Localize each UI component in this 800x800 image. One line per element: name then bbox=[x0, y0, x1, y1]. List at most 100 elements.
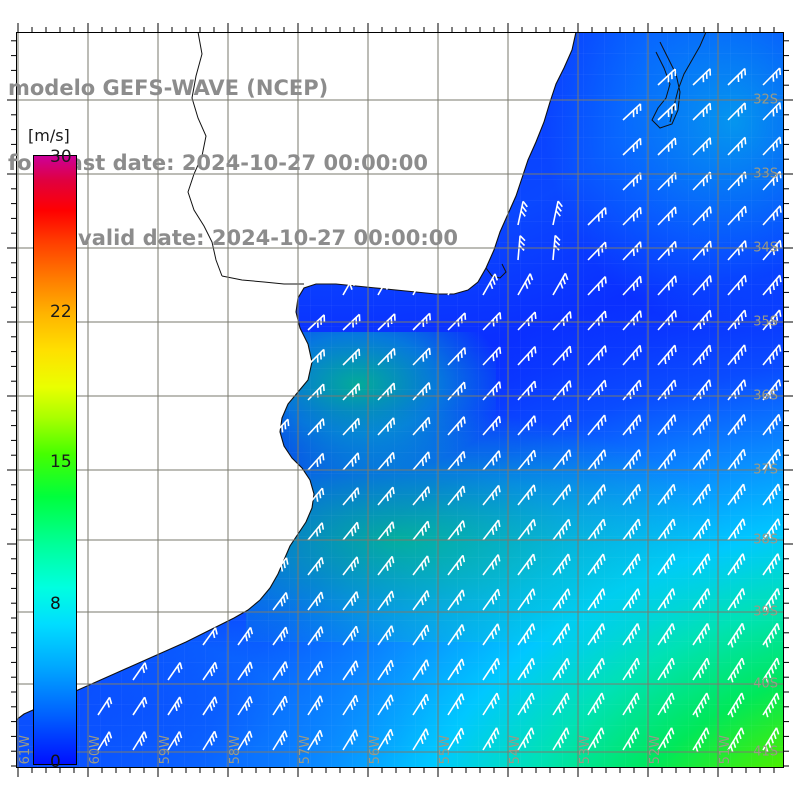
wind-barb-shaft bbox=[167, 662, 181, 681]
wind-barb-flag bbox=[458, 697, 462, 705]
wind-barb-flag bbox=[350, 529, 354, 537]
wind-barb-flag bbox=[735, 631, 740, 639]
wind-barb-flag bbox=[593, 566, 597, 574]
wind-barb-shaft bbox=[692, 483, 710, 506]
wind-barb-flag bbox=[601, 245, 604, 253]
lon-label-52w: 52W bbox=[648, 734, 663, 764]
wind-barb-shaft bbox=[307, 695, 322, 716]
wind-barb-shaft bbox=[447, 554, 464, 576]
wind-barb-flag bbox=[706, 588, 711, 596]
wind-barb-flag bbox=[385, 563, 389, 571]
wind-barb-flag bbox=[744, 275, 747, 283]
wind-barb-flag bbox=[700, 631, 705, 639]
wind-barb-flag bbox=[700, 666, 705, 674]
wind-barb-flag bbox=[393, 348, 396, 356]
wind-barb-flag bbox=[245, 599, 248, 607]
wind-barb-shaft bbox=[692, 274, 711, 296]
wind-barb-flag bbox=[593, 636, 597, 644]
wind-barb-flag bbox=[387, 663, 392, 672]
wind-barb-flag bbox=[493, 732, 497, 740]
wind-barb-shaft bbox=[587, 414, 606, 436]
wind-barb-shaft bbox=[202, 523, 218, 541]
wind-barb-flag bbox=[775, 209, 779, 217]
wind-barb-flag bbox=[494, 273, 499, 281]
wind-barb-flag bbox=[315, 599, 319, 607]
wind-barb-shaft bbox=[622, 727, 638, 751]
wind-barb-flag bbox=[180, 558, 183, 566]
wind-barb-flag bbox=[355, 660, 359, 668]
wind-barb-shaft bbox=[622, 103, 641, 121]
wind-barb-flag bbox=[596, 631, 600, 640]
wind-barb-shaft bbox=[412, 486, 429, 506]
wind-barb-flag bbox=[698, 356, 702, 365]
wind-barb-shaft bbox=[657, 657, 673, 681]
wind-barb-flag bbox=[742, 483, 746, 492]
wind-barb-flag bbox=[352, 629, 357, 637]
wind-barb-flag bbox=[460, 385, 463, 393]
wind-barb-flag bbox=[667, 179, 670, 187]
wind-barb-flag bbox=[178, 731, 183, 739]
wind-barb-shaft bbox=[692, 657, 708, 681]
wind-barb-flag bbox=[388, 274, 393, 282]
wind-barb-flag bbox=[390, 351, 393, 359]
wind-barb-flag bbox=[698, 601, 702, 609]
wind-barb-flag bbox=[287, 384, 290, 392]
wind-barb-flag bbox=[176, 734, 180, 743]
wind-barb-flag bbox=[733, 461, 737, 469]
wind-barb-flag bbox=[662, 671, 667, 679]
wind-barb-shaft bbox=[307, 452, 324, 471]
wind-barb-flag bbox=[740, 348, 744, 356]
wind-barb-flag bbox=[456, 458, 460, 466]
wind-barb-flag bbox=[351, 355, 354, 363]
wind-barb-flag bbox=[179, 627, 183, 635]
wind-barb-flag bbox=[386, 278, 391, 286]
wind-barb-shaft bbox=[762, 553, 779, 576]
wind-barb-flag bbox=[697, 740, 702, 748]
wind-barb-shaft bbox=[657, 379, 676, 401]
wind-barb-flag bbox=[698, 391, 702, 399]
wind-barb-flag bbox=[353, 595, 357, 603]
wind-barb-shaft bbox=[762, 413, 780, 436]
wind-barb-flag bbox=[705, 314, 709, 322]
wind-barb-flag bbox=[554, 234, 561, 241]
wind-barb-shaft bbox=[412, 416, 430, 436]
wind-barb-shaft bbox=[202, 592, 217, 611]
wind-barb-flag bbox=[458, 593, 462, 601]
wind-barb-flag bbox=[322, 384, 325, 392]
wind-barb-shaft bbox=[377, 521, 394, 541]
wind-barb-flag bbox=[740, 175, 744, 183]
wind-barb-shaft bbox=[342, 556, 358, 576]
wind-barb-flag bbox=[705, 141, 708, 149]
wind-barb-flag bbox=[251, 419, 255, 427]
wind-barb-flag bbox=[389, 421, 393, 429]
wind-barb-flag bbox=[706, 210, 709, 218]
wind-barb-flag bbox=[283, 491, 287, 499]
wind-barb-shaft bbox=[552, 380, 571, 401]
colorbar[interactable] bbox=[33, 155, 77, 765]
wind-barb-flag bbox=[737, 144, 740, 152]
wind-barb-shaft bbox=[657, 727, 673, 751]
wind-barb-flag bbox=[775, 175, 779, 183]
wind-barb-flag bbox=[492, 423, 495, 431]
wind-barb-shaft bbox=[587, 484, 605, 506]
wind-barb-shaft bbox=[272, 730, 286, 751]
wind-barb-flag bbox=[740, 209, 744, 217]
wind-barb-shaft bbox=[377, 555, 393, 576]
wind-barb-shaft bbox=[482, 554, 499, 576]
wind-barb-flag bbox=[772, 248, 775, 256]
wind-barb-flag bbox=[567, 588, 571, 596]
wind-barb-flag bbox=[496, 658, 500, 666]
wind-barb-flag bbox=[282, 595, 286, 603]
wind-barb-flag bbox=[490, 666, 495, 674]
wind-barb-flag bbox=[462, 555, 466, 563]
colorbar-tick-15: 15 bbox=[50, 452, 72, 472]
wind-barb-flag bbox=[671, 210, 674, 218]
wind-barb-flag bbox=[387, 698, 392, 706]
wind-barb-shaft bbox=[692, 588, 709, 611]
wind-barb-flag bbox=[778, 309, 782, 317]
wind-barb-flag bbox=[454, 282, 459, 290]
wind-barb-shaft bbox=[692, 414, 710, 436]
wind-barb-flag bbox=[704, 557, 708, 565]
wind-barb-flag bbox=[636, 176, 639, 184]
